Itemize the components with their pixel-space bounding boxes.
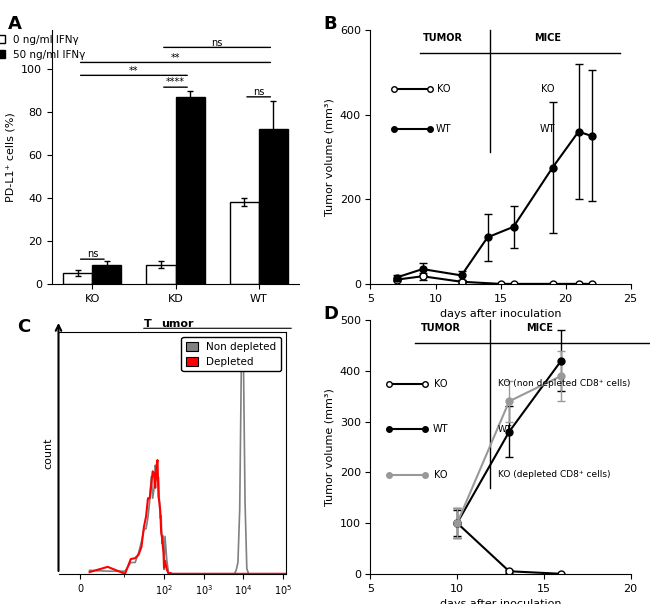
Text: KO: KO <box>541 83 554 94</box>
Text: MICE: MICE <box>526 323 553 333</box>
Text: C: C <box>18 318 31 336</box>
X-axis label: days after inoculation: days after inoculation <box>440 309 561 319</box>
X-axis label: CD8: CD8 <box>158 603 187 604</box>
Text: ns: ns <box>211 38 223 48</box>
Bar <box>146 265 176 284</box>
Y-axis label: PD-L1⁺ cells (%): PD-L1⁺ cells (%) <box>6 112 16 202</box>
Text: WT: WT <box>436 124 451 134</box>
Bar <box>63 273 92 284</box>
Text: B: B <box>324 15 337 33</box>
X-axis label: days after inoculation: days after inoculation <box>440 599 561 604</box>
Y-axis label: count: count <box>43 437 53 469</box>
Bar <box>259 129 288 284</box>
Text: **: ** <box>171 53 180 63</box>
Y-axis label: Tumor volume (mm³): Tumor volume (mm³) <box>324 388 334 506</box>
Text: KO (non depleted CD8⁺ cells): KO (non depleted CD8⁺ cells) <box>498 379 630 388</box>
Text: KO: KO <box>434 379 447 388</box>
Text: KO: KO <box>434 470 447 480</box>
Y-axis label: Tumor volume (mm³): Tumor volume (mm³) <box>324 98 334 216</box>
Bar <box>229 202 259 284</box>
Text: WT: WT <box>540 124 555 134</box>
Text: WT: WT <box>433 424 448 434</box>
Text: TUMOR: TUMOR <box>423 33 463 43</box>
Text: TUMOR: TUMOR <box>421 323 461 333</box>
Text: MICE: MICE <box>534 33 561 43</box>
Text: **: ** <box>129 66 138 76</box>
Text: ns: ns <box>86 249 98 259</box>
Text: WT: WT <box>498 425 512 434</box>
Text: KO (depleted CD8⁺ cells): KO (depleted CD8⁺ cells) <box>498 471 610 480</box>
Legend: 0 ng/ml IFNγ, 50 ng/ml IFNγ: 0 ng/ml IFNγ, 50 ng/ml IFNγ <box>0 30 90 64</box>
Text: ns: ns <box>253 87 265 97</box>
Legend: Non depleted, Depleted: Non depleted, Depleted <box>181 338 281 371</box>
Bar <box>176 97 205 284</box>
Text: D: D <box>324 305 339 323</box>
Text: ****: **** <box>166 77 185 87</box>
Text: KO: KO <box>437 83 450 94</box>
Bar <box>92 265 122 284</box>
Text: A: A <box>8 15 21 33</box>
Text: umor: umor <box>161 320 193 329</box>
Text: T: T <box>144 320 151 329</box>
